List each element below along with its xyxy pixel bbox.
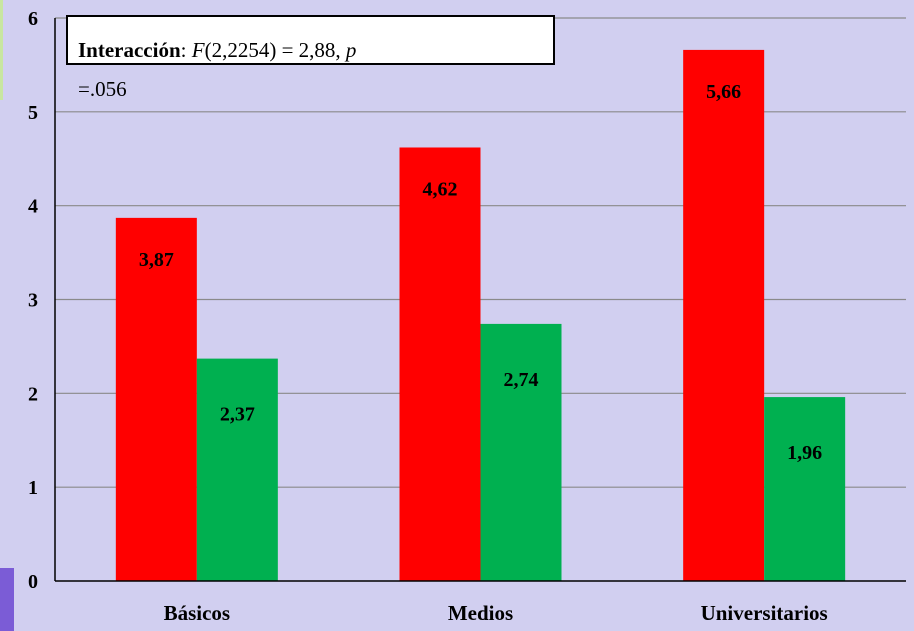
bar-series-1-medios [399, 147, 481, 582]
bar-series-2-medios [480, 323, 562, 581]
y-tick-label: 2 [28, 383, 38, 405]
annotation-stat-args: (2,2254) = 2,88, [204, 38, 346, 62]
bar-series-2-universitarios [764, 397, 846, 581]
annotation-label: Interacción [78, 38, 181, 62]
data-label: 3,87 [139, 249, 174, 271]
y-tick-label: 1 [28, 477, 38, 499]
annotation-box [66, 15, 555, 65]
data-label: 4,62 [423, 178, 458, 200]
x-category-label: Medios [448, 601, 513, 625]
y-tick-label: 4 [28, 196, 38, 218]
x-category-label: Universitarios [701, 601, 828, 625]
left-edge-accent-bottom [0, 568, 14, 631]
data-label: 1,96 [787, 442, 822, 464]
annotation-p-value: =.056 [78, 77, 127, 101]
annotation-p-symbol: p [345, 38, 357, 62]
data-label: 2,37 [220, 404, 255, 426]
y-tick-label: 5 [28, 102, 38, 124]
annotation-colon: : [180, 38, 192, 62]
bar-series-1-universitarios [683, 49, 765, 582]
annotation-stat-symbol: F [191, 38, 205, 62]
y-tick-label: 0 [28, 571, 38, 593]
bar-series-1-básicos [115, 217, 197, 582]
bar-series-2-básicos [196, 358, 278, 581]
y-tick-label: 3 [28, 290, 38, 312]
x-category-label: Básicos [164, 601, 231, 625]
left-edge-accent-top [0, 0, 3, 100]
data-label: 2,74 [504, 369, 539, 391]
data-label: 5,66 [706, 81, 741, 103]
y-tick-label: 6 [28, 8, 38, 30]
annotation-text: Interacción: F(2,2254) = 2,88, p =.056 [78, 31, 558, 109]
